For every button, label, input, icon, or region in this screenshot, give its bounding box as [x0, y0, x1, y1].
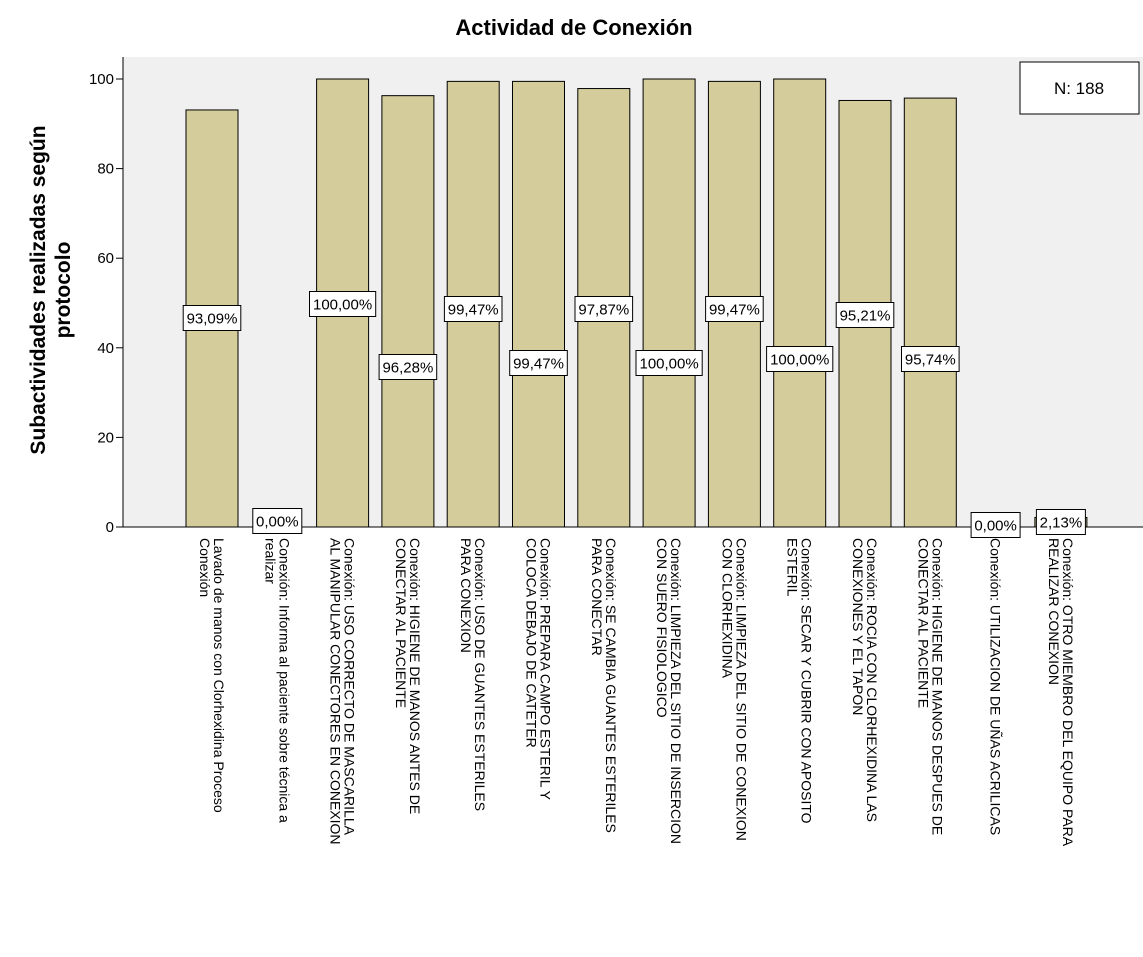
- bar: [512, 80, 565, 528]
- x-tick-label: Conexión: HIGIENE DE MANOS ANTES DECONEC…: [393, 538, 423, 814]
- x-tick-label-line: Conexión: USO CORRECTO DE MASCARILLA: [342, 538, 358, 836]
- data-label: 0,00%: [256, 514, 299, 531]
- x-tick-label: Conexión: LIMPIEZA DEL SITIO DE INSERCIO…: [654, 538, 684, 844]
- x-tick-label-line: Conexión: USO DE GUANTES ESTERILES: [472, 538, 488, 811]
- data-label-box: [1035, 509, 1086, 535]
- x-tick-label-line: REALIZAR CONEXION: [1046, 538, 1062, 685]
- data-label-box: [443, 296, 503, 322]
- data-label-box: [970, 512, 1021, 538]
- data-label: 100,00%: [313, 297, 372, 314]
- annotation-box-group: N: 188: [1019, 61, 1140, 115]
- bar: [642, 78, 696, 528]
- annotation-text: N: 188: [1054, 79, 1104, 98]
- x-tick-label-line: Conexión: PREPARA CAMPO ESTERIL Y: [538, 538, 554, 801]
- x-tick-label-line: Conexión: [197, 538, 213, 597]
- x-tick-label-line: Conexión: HIGIENE DE MANOS ANTES DE: [407, 538, 423, 814]
- data-label-box: [901, 346, 960, 372]
- data-label: 99,47%: [513, 356, 564, 373]
- bar: [381, 95, 435, 528]
- x-tick-label: Conexión: OTRO MIEMBRO DEL EQUIPO PARARE…: [1046, 538, 1076, 847]
- y-tick-label: 80: [97, 161, 114, 178]
- data-label: 96,28%: [382, 360, 433, 377]
- y-tick-label: 20: [97, 429, 114, 446]
- bar: [903, 97, 957, 528]
- y-tick-label: 0: [106, 519, 114, 536]
- x-tick-label: Conexión: PREPARA CAMPO ESTERIL YCOLOCA …: [524, 538, 554, 801]
- data-label-box: [252, 508, 303, 534]
- x-tick-label: Conexión: ROCIA CON CLORHEXIDINA LASCONE…: [850, 538, 880, 822]
- x-tick-label-line: Conexión: LIMPIEZA DEL SITIO DE CONEXION: [733, 538, 749, 841]
- y-tick-label: 40: [97, 340, 114, 357]
- data-label: 93,09%: [187, 311, 238, 328]
- x-tick-label-line: CON CLORHEXIDINA: [719, 538, 735, 679]
- data-label: 99,47%: [448, 302, 499, 319]
- x-tick-label-line: Conexión: OTRO MIEMBRO DEL EQUIPO PARA: [1060, 538, 1076, 847]
- x-tick-label-line: CONEXIONES Y EL TAPON: [850, 538, 866, 715]
- x-tick-label-line: Lavado de manos con Clorhexidina Proceso: [211, 538, 227, 813]
- data-label-box: [705, 296, 764, 322]
- data-label: 95,21%: [840, 308, 891, 325]
- plot-area: [123, 57, 1143, 527]
- x-tick-label-line: Conexión: Informa al paciente sobre técn…: [276, 538, 292, 823]
- data-label: 0,00%: [974, 518, 1017, 535]
- data-label: 97,87%: [578, 302, 629, 319]
- data-label-box: [378, 354, 438, 380]
- data-label: 100,00%: [770, 352, 829, 369]
- data-labels: 93,09% 0,00% 100,00% 96,28% 99,47% 99,47% 97,8…: [182, 291, 1086, 538]
- x-tick-label-line: Conexión: HIGIENE DE MANOS DESPUES DE: [929, 538, 945, 835]
- data-label-box: [509, 350, 568, 376]
- data-label-box: [574, 296, 634, 322]
- x-tick-label-line: PARA CONECTAR: [589, 538, 605, 656]
- x-tick-label-line: AL MANIPULAR CONECTORES EN CONEXION: [328, 538, 344, 845]
- bar: [773, 78, 827, 528]
- data-label: 2,13%: [1040, 515, 1083, 532]
- y-tick-label: 60: [97, 250, 114, 267]
- x-tick-label-line: Conexión: SECAR Y CUBRIR CON APOSITO: [799, 538, 815, 824]
- x-tick-label-line: CONECTAR AL PACIENTE: [393, 538, 409, 708]
- y-axis-label-group: Subactividades realizadas según protocolo: [27, 125, 75, 454]
- x-tick-label-line: realizar: [262, 538, 278, 584]
- x-tick-label-line: Conexión: ROCIA CON CLORHEXIDINA LAS: [864, 538, 880, 822]
- chart-title: Actividad de Conexión: [455, 15, 692, 40]
- data-label-box: [766, 346, 834, 372]
- data-label: 100,00%: [639, 356, 698, 373]
- x-tick-label: Conexión: Informa al paciente sobre técn…: [262, 538, 292, 823]
- y-tick-label: 100: [89, 71, 114, 88]
- y-axis-label: protocolo: [52, 242, 75, 339]
- x-tick-label: Lavado de manos con Clorhexidina Proceso…: [197, 538, 227, 813]
- data-label: 99,47%: [709, 302, 760, 319]
- x-tick-label: Conexión: SE CAMBIA GUANTES ESTERILESPAR…: [589, 538, 619, 833]
- data-label-box: [182, 305, 242, 331]
- x-tick-labels: Lavado de manos con Clorhexidina Proceso…: [197, 538, 1076, 847]
- data-label: 95,74%: [905, 352, 956, 369]
- x-tick-label: Conexión: SECAR Y CUBRIR CON APOSITOESTE…: [785, 538, 815, 824]
- x-tick-label-line: Conexión: UTILIZACION DE UÑAS ACRILICAS: [988, 538, 1004, 835]
- data-label-box: [309, 291, 377, 317]
- x-tick-label-line: Conexión: SE CAMBIA GUANTES ESTERILES: [603, 538, 619, 833]
- x-tick-label-line: COLOCA DEBAJO DE CATETER: [524, 538, 540, 748]
- x-tick-label-line: Conexión: LIMPIEZA DEL SITIO DE INSERCIO…: [668, 538, 684, 844]
- x-tick-label-line: ESTERIL: [785, 538, 801, 597]
- x-tick-label-line: CONECTAR AL PACIENTE: [915, 538, 931, 708]
- x-tick-label-line: PARA CONEXION: [458, 538, 474, 653]
- x-tick-label-line: CON SUERO FISIOLOGICO: [654, 538, 670, 718]
- x-tick-label: Conexión: UTILIZACION DE UÑAS ACRILICAS: [988, 538, 1004, 835]
- annotation-box: [1019, 61, 1140, 115]
- x-tick-label: Conexión: LIMPIEZA DEL SITIO DE CONEXION…: [719, 538, 749, 841]
- y-axis-label: Subactividades realizadas según: [27, 125, 50, 454]
- data-label-box: [835, 302, 895, 328]
- x-tick-label: Conexión: HIGIENE DE MANOS DESPUES DECON…: [915, 538, 945, 835]
- data-label-box: [635, 350, 703, 376]
